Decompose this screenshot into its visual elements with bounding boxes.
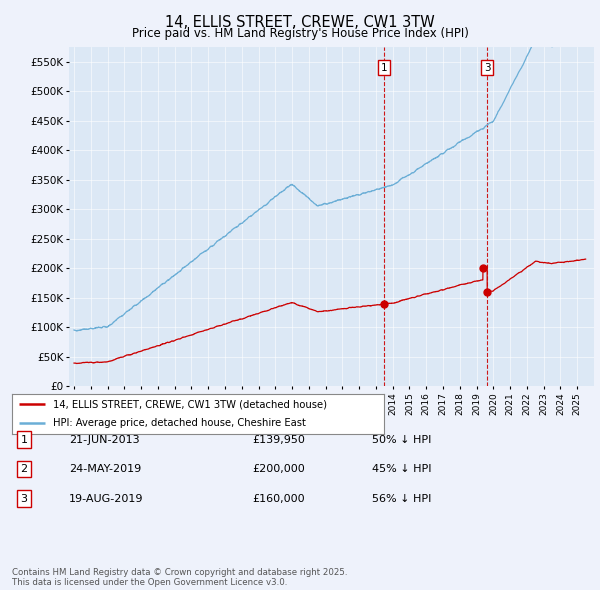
Text: Contains HM Land Registry data © Crown copyright and database right 2025.
This d: Contains HM Land Registry data © Crown c… xyxy=(12,568,347,587)
Text: £200,000: £200,000 xyxy=(252,464,305,474)
Text: 14, ELLIS STREET, CREWE, CW1 3TW (detached house): 14, ELLIS STREET, CREWE, CW1 3TW (detach… xyxy=(53,399,327,409)
Text: 3: 3 xyxy=(484,63,490,73)
Text: 14, ELLIS STREET, CREWE, CW1 3TW: 14, ELLIS STREET, CREWE, CW1 3TW xyxy=(165,15,435,30)
Text: 56% ↓ HPI: 56% ↓ HPI xyxy=(372,494,431,503)
Text: 50% ↓ HPI: 50% ↓ HPI xyxy=(372,435,431,444)
Text: 21-JUN-2013: 21-JUN-2013 xyxy=(69,435,140,444)
Text: £139,950: £139,950 xyxy=(252,435,305,444)
Text: HPI: Average price, detached house, Cheshire East: HPI: Average price, detached house, Ches… xyxy=(53,418,306,428)
Text: £160,000: £160,000 xyxy=(252,494,305,503)
Text: 45% ↓ HPI: 45% ↓ HPI xyxy=(372,464,431,474)
Text: 1: 1 xyxy=(20,435,28,444)
Text: 3: 3 xyxy=(20,494,28,503)
Text: 1: 1 xyxy=(380,63,387,73)
Text: 24-MAY-2019: 24-MAY-2019 xyxy=(69,464,141,474)
Text: Price paid vs. HM Land Registry's House Price Index (HPI): Price paid vs. HM Land Registry's House … xyxy=(131,27,469,40)
Text: 2: 2 xyxy=(20,464,28,474)
Text: 19-AUG-2019: 19-AUG-2019 xyxy=(69,494,143,503)
